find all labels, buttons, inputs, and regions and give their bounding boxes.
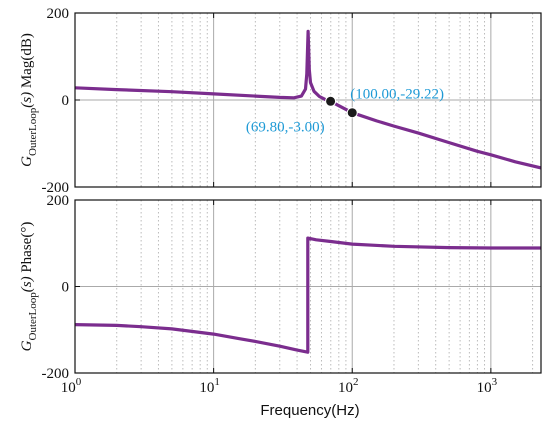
magnitude-y-axis-label: GOuterLoop(s) Mag(dB) <box>19 33 39 167</box>
phase-y-tick-label: 200 <box>47 193 70 209</box>
x-tick-label: 103 <box>477 376 498 396</box>
magnitude-panel: 200 0 -200 (69.80,-3.00) (100.00,-29.22) <box>42 6 542 196</box>
data-marker <box>325 95 337 107</box>
x-tick-label: 101 <box>199 376 220 396</box>
phase-y-axis-label: GOuterLoop(s) Phase(°) <box>19 222 39 352</box>
magnitude-y-tick-label: 200 <box>47 6 70 22</box>
phase-y-tick-label: -200 <box>42 366 70 382</box>
marker-annotation: (100.00,-29.22) <box>350 87 444 103</box>
phase-y-tick-label: 0 <box>62 280 70 296</box>
magnitude-y-label-text: GOuterLoop(s) Mag(dB) <box>19 33 39 167</box>
magnitude-frame <box>74 12 542 188</box>
x-tick-label: 100 <box>61 376 82 396</box>
x-axis-label: Frequency(Hz) <box>260 402 359 419</box>
phase-frame <box>74 199 542 374</box>
phase-series-line <box>75 236 541 354</box>
phase-y-label-text: GOuterLoop(s) Phase(°) <box>19 222 39 352</box>
magnitude-y-tick-label: 0 <box>62 93 70 109</box>
marker-annotation: (69.80,-3.00) <box>246 119 325 135</box>
magnitude-series-line <box>75 29 541 170</box>
magnitude-y-tick-label: -200 <box>42 180 70 196</box>
x-tick-label: 102 <box>338 376 359 396</box>
data-marker <box>346 107 358 119</box>
